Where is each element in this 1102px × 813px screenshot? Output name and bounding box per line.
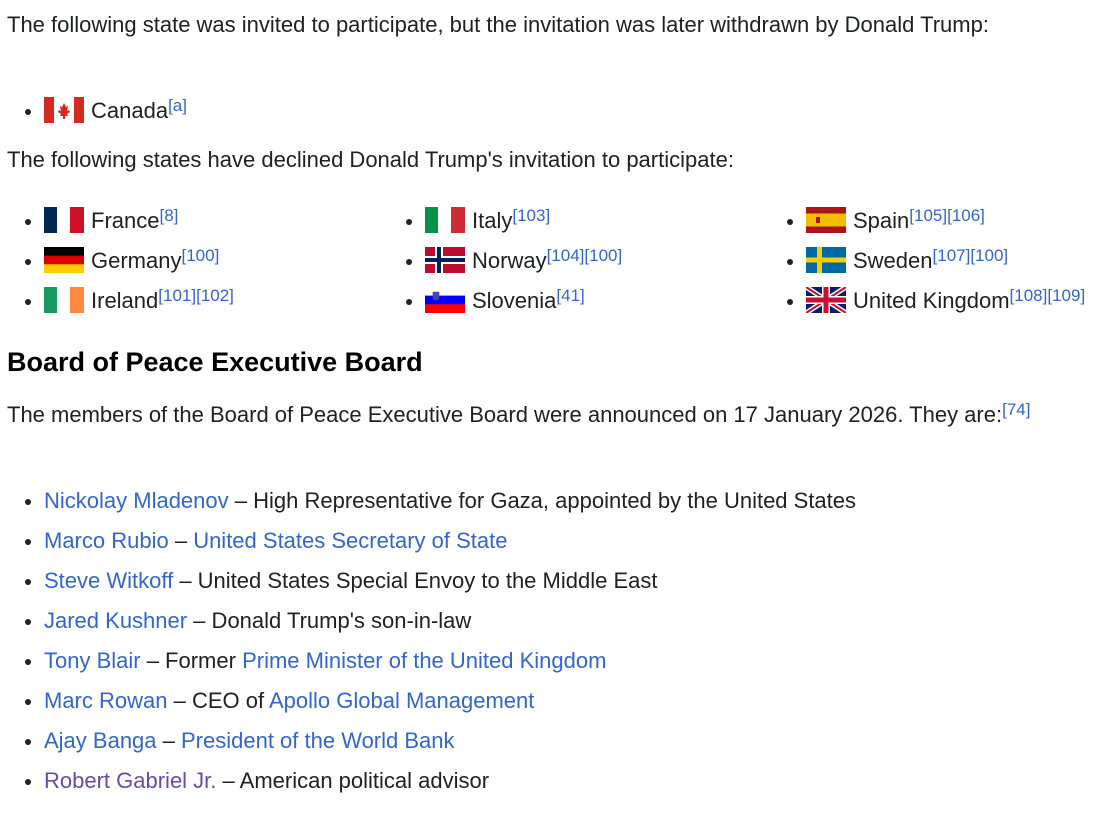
citation[interactable]: [104] [546, 246, 585, 265]
citation[interactable]: [74] [1002, 400, 1031, 419]
list-item-canada: Canada[a] [7, 91, 187, 131]
uk-flag-icon [806, 287, 846, 314]
member-item: Tony Blair – Former Prime Minister of th… [7, 641, 856, 681]
member-link[interactable]: Marco Rubio [44, 528, 169, 553]
citation[interactable]: [108] [1009, 286, 1048, 305]
board-intro: The members of the Board of Peace Execut… [7, 396, 1037, 433]
germany-flag-icon [44, 247, 84, 274]
member-link[interactable]: Prime Minister of the United Kingdom [242, 648, 607, 673]
canada-flag-icon [44, 97, 84, 124]
italy-flag-icon [425, 207, 465, 234]
citation[interactable]: [107] [932, 246, 971, 265]
member-link[interactable]: United States Secretary of State [193, 528, 508, 553]
citation[interactable]: [102] [196, 286, 234, 305]
member-item: Marc Rowan – CEO of Apollo Global Manage… [7, 681, 856, 721]
list-item-slovenia: Slovenia[41] [388, 281, 769, 321]
member-item: Robert Gabriel Jr. – American political … [7, 761, 856, 801]
spain-flag-icon [806, 207, 846, 234]
list-item-ireland: Ireland[101][102] [7, 281, 388, 321]
citation[interactable]: [100] [181, 246, 220, 265]
member-link[interactable]: Apollo Global Management [268, 688, 535, 713]
member-link[interactable]: Nickolay Mladenov [44, 488, 229, 513]
country-name: Canada [91, 98, 169, 123]
citation[interactable]: [106] [947, 206, 985, 225]
member-link[interactable]: Ajay Banga [44, 728, 157, 753]
citation[interactable]: [100] [970, 246, 1009, 265]
sweden-flag-icon [806, 247, 846, 274]
member-item: Jared Kushner – Donald Trump's son-in-la… [7, 601, 856, 641]
citation[interactable]: [105] [909, 206, 948, 225]
list-item-france: France[8] [7, 201, 388, 241]
ireland-flag-icon [44, 287, 84, 314]
member-description: – Former [140, 648, 243, 673]
citation[interactable]: [109] [1047, 286, 1086, 305]
member-description: – [156, 728, 181, 753]
citation[interactable]: [103] [512, 206, 551, 225]
member-link[interactable]: Jared Kushner [44, 608, 188, 633]
member-item: Steve Witkoff – United States Special En… [7, 561, 856, 601]
list-item-norway: Norway[104][100] [388, 241, 769, 281]
citation[interactable]: [101] [158, 286, 197, 305]
member-link[interactable]: President of the World Bank [181, 728, 455, 753]
list-item-spain: Spain[105][106] [769, 201, 1102, 241]
member-link[interactable]: Robert Gabriel Jr. [44, 768, 217, 793]
list-item-italy: Italy[103] [388, 201, 769, 241]
member-description: – Donald Trump's son-in-law [187, 608, 472, 633]
withdrawn-intro: The following state was invited to parti… [7, 12, 989, 37]
country-name: Ireland [91, 288, 159, 313]
member-link[interactable]: Marc Rowan [44, 688, 168, 713]
withdrawn-list: Canada[a] [7, 91, 187, 131]
list-item-uk: United Kingdom[108][109] [769, 281, 1102, 321]
member-description: – CEO of [167, 688, 269, 713]
citation[interactable]: [8] [159, 206, 179, 225]
country-name: United Kingdom [853, 288, 1010, 313]
section-heading: Board of Peace Executive Board [7, 347, 423, 377]
member-item: Ajay Banga – President of the World Bank [7, 721, 856, 761]
declined-list: France[8] Italy[103] Spain[105][106] German… [7, 201, 1102, 321]
member-description: – American political advisor [216, 768, 490, 793]
citation[interactable]: [100] [584, 246, 623, 265]
board-intro-text: The members of the Board of Peace Execut… [7, 402, 1003, 427]
list-item-germany: Germany[100] [7, 241, 388, 281]
member-link[interactable]: Steve Witkoff [44, 568, 174, 593]
country-name: Slovenia [472, 288, 557, 313]
declined-intro: The following states have declined Donal… [7, 147, 734, 172]
slovenia-flag-icon [425, 287, 465, 314]
member-description: – [168, 528, 194, 553]
country-name: Italy [472, 208, 513, 233]
country-name: Norway [472, 248, 547, 273]
country-name: Germany [91, 248, 182, 273]
list-item-sweden: Sweden[107][100] [769, 241, 1102, 281]
member-item: Marco Rubio – United States Secretary of… [7, 521, 856, 561]
country-name: France [91, 208, 160, 233]
member-description: – United States Special Envoy to the Mid… [173, 568, 658, 593]
member-item: Nickolay Mladenov – High Representative … [7, 481, 856, 521]
france-flag-icon [44, 207, 84, 234]
country-name: Spain [853, 208, 910, 233]
member-link[interactable]: Tony Blair [44, 648, 141, 673]
norway-flag-icon [425, 247, 465, 274]
member-description: – High Representative for Gaza, appointe… [228, 488, 857, 513]
citation[interactable]: [a] [168, 96, 187, 115]
members-list: Nickolay Mladenov – High Representative … [7, 481, 856, 801]
country-name: Sweden [853, 248, 933, 273]
citation[interactable]: [41] [556, 286, 585, 305]
